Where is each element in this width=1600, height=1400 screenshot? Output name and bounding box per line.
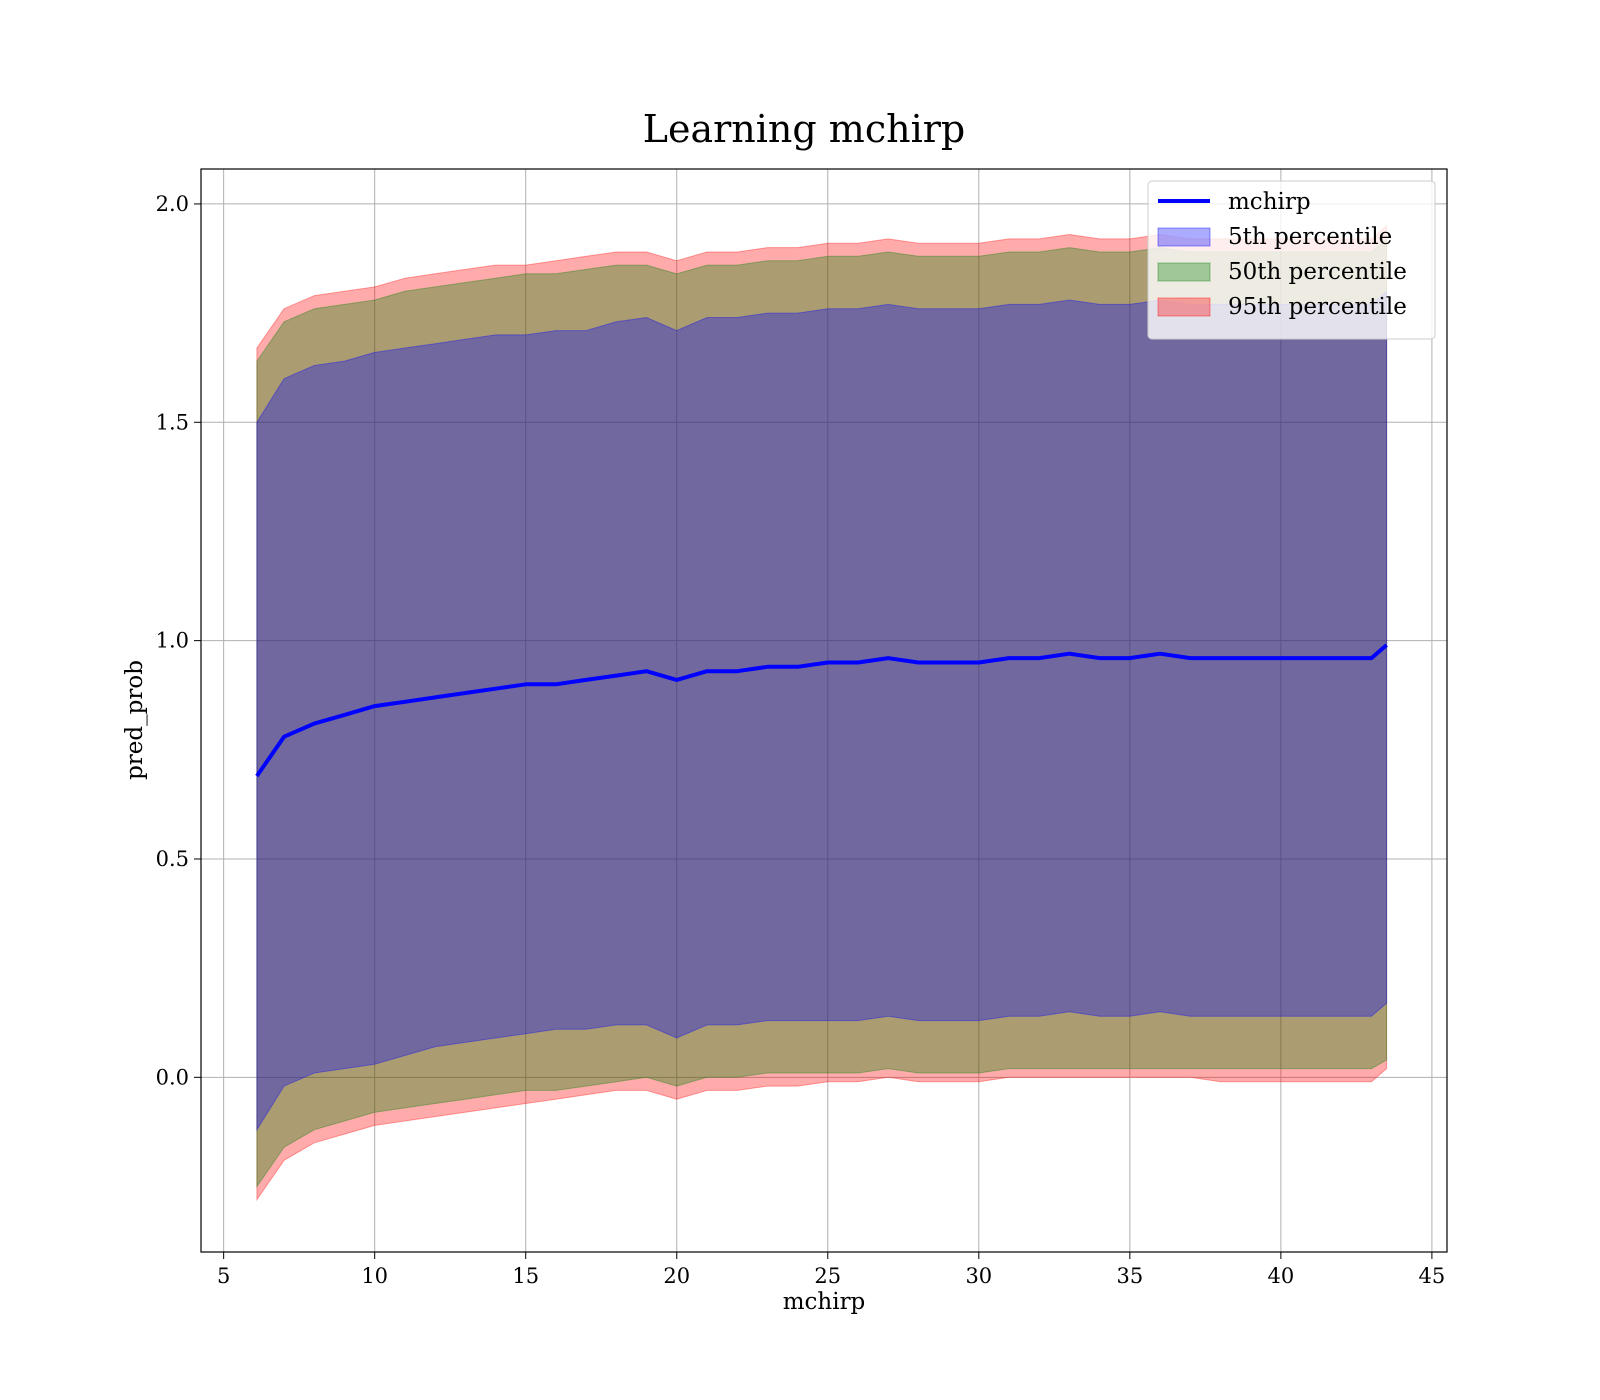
x-tick-label-2: 15	[512, 1264, 539, 1288]
series-line-mchirp	[255, 643, 1388, 778]
x-axis-label: mchirp	[783, 1289, 866, 1315]
grid	[201, 169, 1447, 1252]
chart-title: Learning mchirp	[643, 107, 965, 151]
plot-area	[201, 169, 1447, 1252]
legend-swatch-95th-percentile	[1157, 297, 1211, 317]
legend-label-mchirp: mchirp	[1228, 189, 1311, 215]
legend-swatch-50th-percentile	[1157, 262, 1211, 282]
band-95th-percentile	[256, 224, 1388, 1202]
y-ticks: 0.0 0.5 1.0 1.5 2.0	[156, 192, 201, 1089]
y-axis-label: pred_prob	[122, 660, 148, 780]
y-tick-label-2: 1.0	[156, 629, 189, 653]
x-tick-label-4: 25	[814, 1264, 841, 1288]
band-5th-percentile	[256, 290, 1388, 1132]
legend-label-50th-percentile: 50th percentile	[1228, 259, 1407, 285]
legend-frame	[1147, 180, 1436, 340]
x-tick-label-6: 35	[1116, 1264, 1143, 1288]
legend-label-5th-percentile: 5th percentile	[1228, 224, 1392, 250]
y-tick-label-0: 0.0	[156, 1065, 189, 1089]
x-ticks: 5 10 15 20 25 30 35 40 45	[217, 1252, 1445, 1288]
x-tick-label-1: 10	[361, 1264, 388, 1288]
percentile-bands	[256, 224, 1388, 1202]
x-tick-label-8: 45	[1419, 1264, 1446, 1288]
x-tick-label-3: 20	[663, 1264, 690, 1288]
legend-label-95th-percentile: 95th percentile	[1228, 294, 1407, 320]
x-tick-label-5: 30	[965, 1264, 992, 1288]
x-tick-label-0: 5	[217, 1264, 230, 1288]
legend: mchirp 5th percentile 50th percentile 95th …	[1147, 180, 1436, 340]
x-tick-label-7: 40	[1267, 1264, 1294, 1288]
band-50th-percentile	[256, 237, 1388, 1189]
y-tick-label-3: 1.5	[156, 410, 189, 434]
y-tick-label-4: 2.0	[156, 192, 189, 216]
legend-swatch-5th-percentile	[1157, 227, 1211, 247]
plot-frame	[200, 168, 1448, 1253]
y-tick-label-1: 0.5	[156, 847, 189, 871]
series-lines	[255, 643, 1388, 778]
